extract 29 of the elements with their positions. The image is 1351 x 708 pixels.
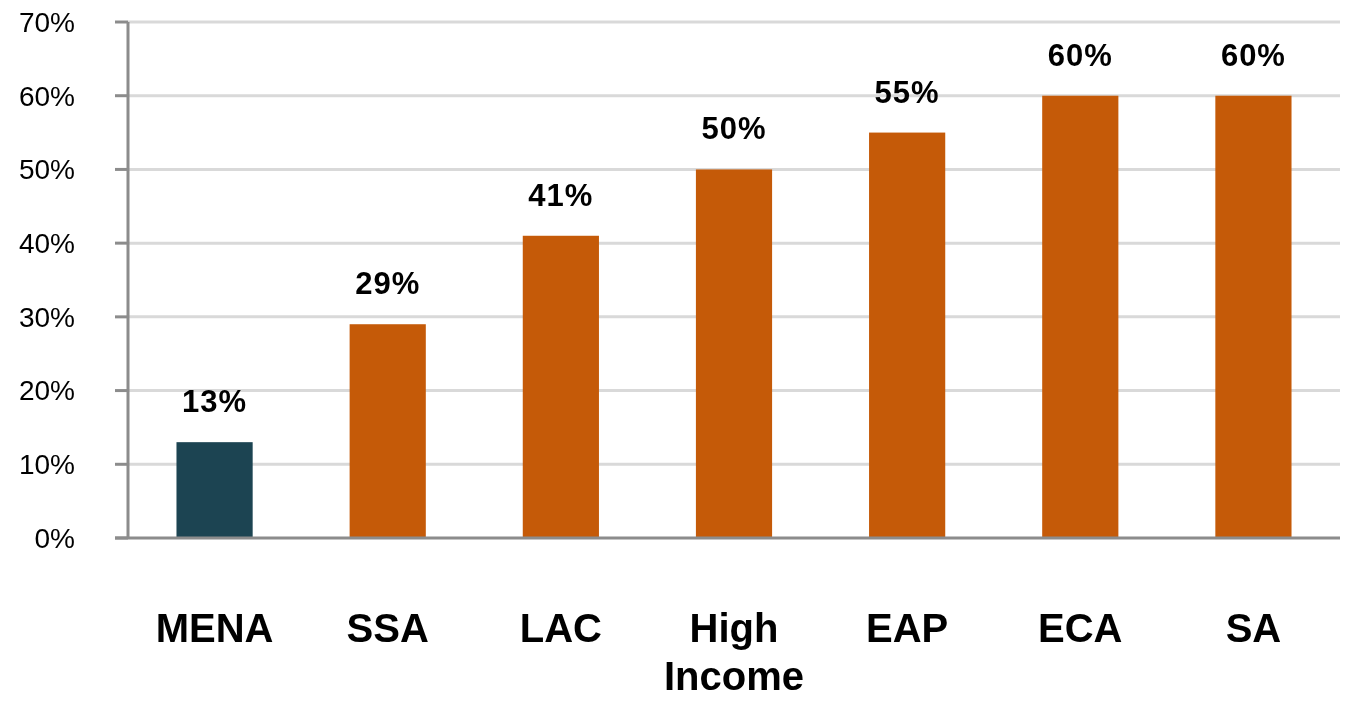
y-tick-label: 20%: [18, 375, 75, 407]
data-label: 41%: [528, 177, 594, 213]
data-label: 60%: [1220, 37, 1286, 73]
bar: [522, 235, 599, 538]
y-tick-label: 10%: [18, 449, 75, 481]
y-tick-label: 30%: [18, 301, 75, 333]
x-tick-label: SSA: [346, 606, 429, 650]
y-tick-label: 50%: [18, 154, 75, 186]
data-label: 13%: [182, 384, 248, 420]
bar: [869, 132, 946, 538]
bar: [349, 324, 426, 538]
data-label: 55%: [874, 74, 940, 110]
bar: [176, 442, 253, 538]
y-tick-label: 70%: [18, 6, 75, 38]
bar: [1215, 95, 1292, 538]
y-tick-label: 0%: [34, 522, 75, 554]
x-tick-label: MENA: [155, 606, 274, 650]
x-tick-label: SA: [1225, 606, 1282, 650]
bar: [1042, 95, 1119, 538]
data-label: 50%: [701, 111, 767, 147]
x-tick-label: ECA: [1038, 606, 1123, 650]
y-tick-label: 60%: [18, 80, 75, 112]
bar: [695, 169, 773, 538]
x-tick-label: High Income: [663, 606, 805, 698]
data-label: 60%: [1047, 37, 1113, 73]
data-label: 29%: [355, 266, 421, 302]
x-tick-label: LAC: [519, 606, 602, 650]
y-tick-label: 40%: [18, 227, 75, 259]
x-tick-label: EAP: [866, 606, 949, 650]
